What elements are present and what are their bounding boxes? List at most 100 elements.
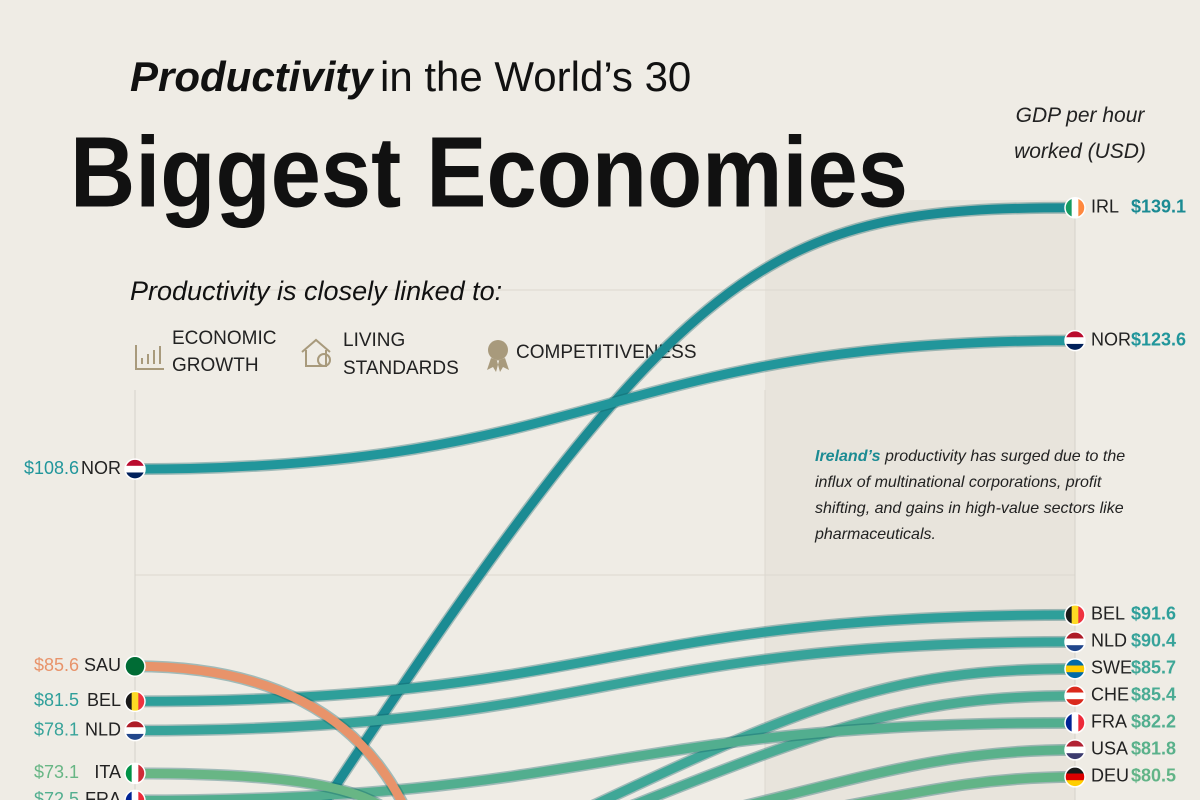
series-name: ITA bbox=[94, 762, 121, 782]
series-name: NLD bbox=[1091, 631, 1127, 651]
value-label: $80.5 bbox=[1131, 766, 1176, 786]
value-label: $72.5 bbox=[34, 789, 79, 800]
flag-stripe bbox=[131, 790, 139, 800]
series-name: NOR bbox=[1091, 329, 1131, 349]
annotation-highlight: Ireland’s bbox=[815, 448, 881, 465]
flag-stripe bbox=[1078, 604, 1085, 625]
flag-stripe bbox=[1065, 665, 1085, 673]
flag-stripe bbox=[125, 459, 145, 467]
link-label: STANDARDS bbox=[343, 358, 459, 379]
flag bbox=[1065, 631, 1085, 652]
flag-stripe bbox=[1065, 638, 1085, 646]
icon-growth bbox=[135, 345, 164, 370]
icon-competitive bbox=[487, 340, 509, 372]
ribbon bbox=[130, 768, 380, 800]
flag-stripe bbox=[1065, 685, 1085, 694]
value-label: $90.4 bbox=[1131, 631, 1176, 651]
flag-stripe bbox=[1065, 746, 1085, 754]
flag bbox=[1065, 712, 1085, 733]
title-emphasis: Productivity bbox=[130, 53, 375, 100]
series-name: BEL bbox=[1091, 604, 1125, 624]
value-label: $91.6 bbox=[1131, 604, 1176, 624]
flag bbox=[125, 656, 145, 677]
value-label: $81.8 bbox=[1131, 739, 1176, 759]
flag-stripe bbox=[1065, 773, 1085, 781]
ribbon bbox=[130, 661, 406, 800]
flag-stripe bbox=[1065, 645, 1085, 652]
ribbon bbox=[130, 336, 1080, 474]
flag-ring bbox=[124, 762, 146, 785]
flag-stripe bbox=[1065, 658, 1085, 667]
flag bbox=[125, 691, 145, 712]
flag bbox=[1065, 197, 1085, 218]
flag-stripe bbox=[131, 763, 139, 784]
flag-stripe bbox=[1065, 197, 1073, 218]
ribbon bbox=[130, 718, 1080, 800]
flag bbox=[1065, 766, 1085, 787]
ribbon bbox=[749, 745, 1080, 800]
flag bbox=[1065, 604, 1085, 625]
series-name: SWE bbox=[1091, 658, 1132, 678]
series-name: USA bbox=[1091, 739, 1128, 759]
flag-ring bbox=[1064, 604, 1086, 626]
ribbon bbox=[594, 664, 1080, 800]
flag-stripe bbox=[1065, 337, 1085, 345]
series-name: FRA bbox=[1091, 712, 1127, 732]
title-main: Biggest Economies bbox=[70, 116, 908, 228]
flag-stripe bbox=[1065, 692, 1085, 700]
flag bbox=[125, 790, 145, 800]
flag-ring bbox=[1064, 658, 1086, 680]
flag-stripe bbox=[125, 790, 133, 800]
flag-stripe bbox=[125, 720, 145, 728]
series-name: CHE bbox=[1091, 685, 1129, 705]
flag-ring bbox=[1064, 631, 1086, 653]
flag-stripe bbox=[1071, 712, 1079, 733]
flag bbox=[1065, 739, 1085, 760]
icon-living bbox=[301, 338, 331, 367]
flag-stripe bbox=[131, 691, 139, 712]
flag-ring bbox=[124, 655, 146, 678]
flag-stripe bbox=[125, 662, 145, 671]
flag-stripe bbox=[1078, 712, 1085, 733]
flag-stripe bbox=[1065, 343, 1085, 351]
value-label: $82.2 bbox=[1131, 712, 1176, 732]
flag-stripe bbox=[1065, 739, 1085, 748]
link-label: GROWTH bbox=[172, 355, 259, 376]
flag bbox=[1065, 685, 1085, 706]
link-label: LIVING bbox=[343, 330, 405, 351]
flag-stripe bbox=[1065, 672, 1085, 679]
flag-stripe bbox=[1071, 604, 1079, 625]
value-label: $81.5 bbox=[34, 690, 79, 710]
series-name: NOR bbox=[81, 458, 121, 478]
ribbon bbox=[320, 203, 1080, 800]
flag-ring bbox=[1064, 685, 1086, 707]
flag-stripe bbox=[1065, 330, 1085, 338]
value-label: $123.6 bbox=[1131, 329, 1186, 349]
value-label: $85.4 bbox=[1131, 685, 1176, 705]
flag-stripe bbox=[125, 465, 145, 473]
flag-ring bbox=[1064, 329, 1086, 352]
flag-stripe bbox=[138, 790, 145, 800]
flag-ring bbox=[1064, 196, 1086, 219]
flag-stripe bbox=[125, 669, 145, 677]
flag bbox=[125, 763, 145, 784]
ribbon bbox=[130, 637, 1080, 736]
flag-stripe bbox=[138, 763, 145, 784]
flag-ring bbox=[124, 458, 146, 480]
flag-stripe bbox=[125, 733, 145, 741]
value-label: $73.1 bbox=[34, 762, 79, 782]
flag bbox=[1065, 330, 1085, 351]
ribbons bbox=[130, 201, 1080, 800]
series-name: SAU bbox=[84, 655, 121, 675]
axis-label: GDP per hour worked (USD) bbox=[1014, 104, 1146, 163]
flag bbox=[125, 459, 145, 480]
value-label: $85.7 bbox=[1131, 658, 1176, 678]
series-name: IRL bbox=[1091, 196, 1119, 216]
flag-stripe bbox=[1065, 699, 1085, 706]
flag-stripe bbox=[1071, 197, 1079, 218]
series-name: FRA bbox=[85, 789, 121, 800]
annotation: Ireland’s productivity has surged due to… bbox=[815, 444, 1145, 548]
flag bbox=[1065, 658, 1085, 679]
